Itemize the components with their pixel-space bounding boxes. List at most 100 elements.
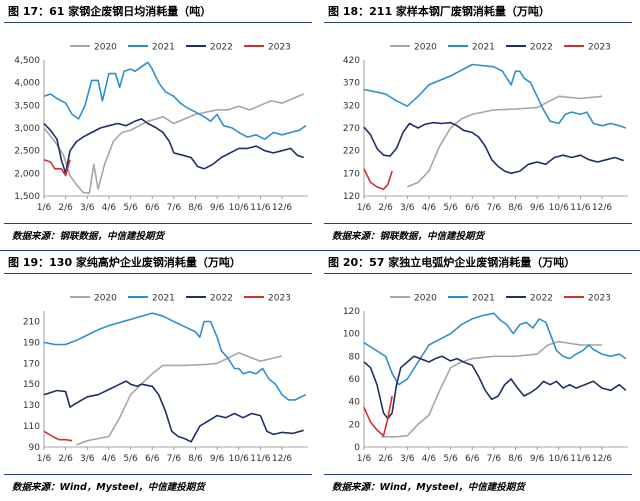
legend-label: 2023 <box>588 294 611 304</box>
series-line-2020 <box>406 95 603 188</box>
line-chart: 2020 2021 2022 2023 0 20 40 60 80 100 120 1/6 2/6 3/6… <box>343 294 628 464</box>
series-line-2021 <box>363 63 627 129</box>
y-tick-label: 150 <box>23 380 40 390</box>
y-tick-label: 190 <box>23 338 40 348</box>
y-tick-label: 40 <box>349 398 361 408</box>
series-line-2022 <box>43 380 304 443</box>
legend-item: 2021 <box>448 294 495 304</box>
x-tick-label: 8/6 <box>508 454 523 464</box>
chart-title: 图 19：130 家纯高炉企业废钢消耗量（万吨） <box>8 256 241 269</box>
x-tick-label: 6/6 <box>145 454 160 464</box>
series-line-2020 <box>43 93 305 195</box>
x-tick-label: 10/6 <box>549 454 569 464</box>
y-tick-label: 110 <box>23 422 40 432</box>
y-tick-label: 220 <box>343 147 360 157</box>
legend-item: 2021 <box>128 43 175 53</box>
y-tick-label: 120 <box>343 192 360 202</box>
x-tick-label: 9/6 <box>210 454 225 464</box>
legend-label: 2022 <box>210 43 233 53</box>
x-tick-label: 8/6 <box>508 203 523 213</box>
x-tick-label: 4/6 <box>102 454 117 464</box>
x-tick-label: 3/6 <box>400 454 415 464</box>
title-rule <box>4 22 312 23</box>
legend-item: 2023 <box>244 43 291 53</box>
data-source: 数据来源：钢联数据，中信建投期货 <box>332 231 485 242</box>
y-tick-label: 4,500 <box>14 56 40 66</box>
x-tick-label: 11/6 <box>250 203 270 213</box>
x-tick-label: 1/6 <box>357 454 372 464</box>
y-tick-label: 100 <box>343 330 360 340</box>
legend-label: 2022 <box>530 294 553 304</box>
x-tick-label: 12/6 <box>592 454 612 464</box>
x-tick-label: 5/6 <box>123 203 138 213</box>
title-rule <box>4 273 312 274</box>
data-source: 数据来源：Wind，Mysteel，中信建投期货 <box>12 482 205 493</box>
x-tick-label: 9/6 <box>530 454 545 464</box>
line-chart: 2020 2021 2022 2023 90 110 130 150 170 190 210 1/6 2… <box>23 294 308 464</box>
y-tick-label: 170 <box>343 169 360 179</box>
x-tick-label: 11/6 <box>570 454 590 464</box>
x-tick-label: 9/6 <box>530 203 545 213</box>
x-tick-label: 5/6 <box>443 203 458 213</box>
y-tick-label: 270 <box>343 124 360 134</box>
x-tick-label: 10/6 <box>229 454 249 464</box>
legend-label: 2020 <box>414 294 437 304</box>
y-tick-label: 0 <box>354 443 360 453</box>
y-tick-label: 210 <box>23 317 40 327</box>
y-tick-label: 420 <box>343 56 360 66</box>
y-tick-label: 4,000 <box>14 79 40 89</box>
chart-title: 图 17：61 家钢企废钢日均消耗量（吨） <box>8 5 212 18</box>
legend-item: 2020 <box>390 294 437 304</box>
x-tick-label: 1/6 <box>37 203 52 213</box>
chart-panel-3: 图 19：130 家纯高炉企业废钢消耗量（万吨） 2020 2021 2022 202… <box>0 251 320 501</box>
y-tick-label: 3,000 <box>14 124 40 134</box>
y-tick-label: 2,000 <box>14 169 40 179</box>
legend-label: 2023 <box>588 43 611 53</box>
chart-title: 图 20：57 家独立电弧炉企业废钢消耗量（万吨） <box>328 256 576 269</box>
legend-item: 2022 <box>186 294 233 304</box>
series-line-2022 <box>43 118 304 175</box>
y-tick-label: 1,500 <box>14 192 40 202</box>
y-tick-label: 80 <box>349 352 361 362</box>
legend-item: 2021 <box>128 294 175 304</box>
legend-item: 2022 <box>506 43 553 53</box>
title-rule <box>324 22 632 23</box>
x-tick-label: 10/6 <box>229 203 249 213</box>
y-tick-label: 320 <box>343 101 360 111</box>
series-line-2022 <box>363 121 624 175</box>
y-tick-label: 130 <box>23 401 40 411</box>
y-tick-label: 20 <box>349 420 361 430</box>
legend-label: 2020 <box>414 43 437 53</box>
y-tick-label: 2,500 <box>14 147 40 157</box>
legend-label: 2023 <box>268 43 291 53</box>
x-tick-label: 3/6 <box>80 454 95 464</box>
x-tick-label: 7/6 <box>487 203 502 213</box>
series-line-2023 <box>43 158 71 177</box>
legend-label: 2021 <box>472 43 495 53</box>
legend-item: 2023 <box>564 294 611 304</box>
y-tick-label: 370 <box>343 79 360 89</box>
x-tick-label: 9/6 <box>210 203 225 213</box>
source-rule <box>324 223 632 224</box>
series-line-2022 <box>363 355 627 420</box>
x-tick-label: 11/6 <box>250 454 270 464</box>
x-tick-label: 7/6 <box>167 203 182 213</box>
x-tick-label: 8/6 <box>188 454 203 464</box>
x-tick-label: 12/6 <box>272 203 292 213</box>
x-tick-label: 12/6 <box>272 454 292 464</box>
source-rule <box>4 474 312 475</box>
legend-item: 2022 <box>506 294 553 304</box>
series-line-2021 <box>43 61 307 141</box>
y-tick-label: 60 <box>349 375 361 385</box>
x-tick-label: 2/6 <box>58 203 73 213</box>
legend-item: 2023 <box>564 43 611 53</box>
x-tick-label: 1/6 <box>37 454 52 464</box>
x-tick-label: 2/6 <box>378 203 393 213</box>
x-tick-label: 12/6 <box>592 203 612 213</box>
legend-label: 2021 <box>152 294 175 304</box>
legend-label: 2021 <box>472 294 495 304</box>
legend-label: 2020 <box>94 43 117 53</box>
x-tick-label: 7/6 <box>167 454 182 464</box>
source-rule <box>324 474 632 475</box>
